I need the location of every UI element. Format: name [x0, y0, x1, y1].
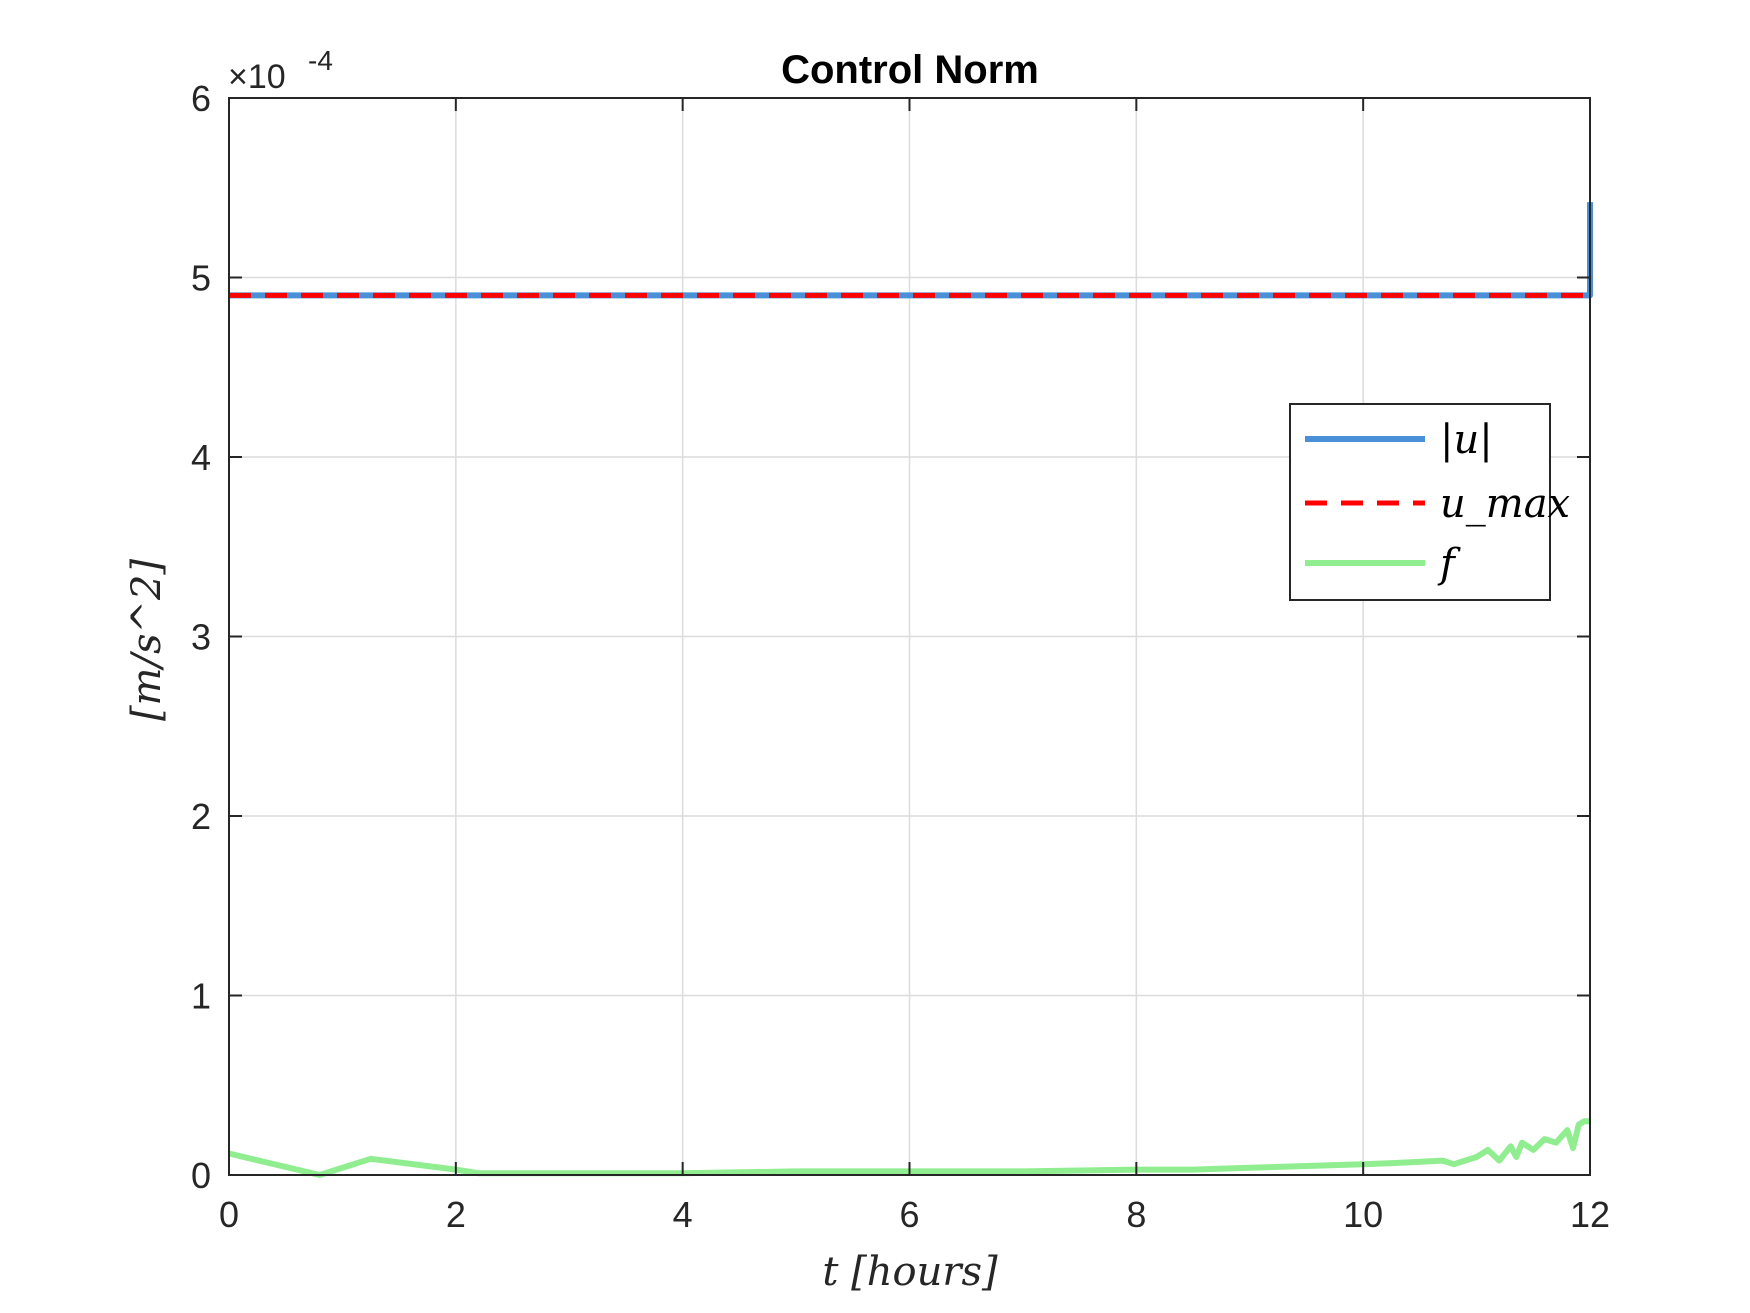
- y-tick-label: 2: [191, 796, 211, 837]
- x-tick-label: 2: [446, 1194, 466, 1235]
- legend-label-u: |u|: [1440, 417, 1493, 463]
- x-tick-label: 12: [1570, 1194, 1610, 1235]
- y-tick-label: 3: [191, 617, 211, 658]
- chart-title: Control Norm: [781, 48, 1039, 92]
- y-tick-label: 4: [191, 437, 211, 478]
- x-tick-label: 8: [1126, 1194, 1146, 1235]
- y-multiplier-exponent: -4: [308, 45, 333, 76]
- y-tick-label: 5: [191, 258, 211, 299]
- y-tick-label: 0: [191, 1155, 211, 1196]
- ticks: [228, 97, 1591, 1176]
- x-tick-label: 4: [673, 1194, 693, 1235]
- y-tick-label: 1: [191, 976, 211, 1017]
- y-tick-label: 6: [191, 78, 211, 119]
- y-axis-label: [m/s^2]: [124, 559, 170, 722]
- x-axis-label: t [hours]: [822, 1249, 998, 1295]
- legend-label-umax: u_max: [1440, 481, 1570, 527]
- grid: [228, 97, 1591, 1176]
- x-tick-label: 0: [219, 1194, 239, 1235]
- x-tick-label: 6: [899, 1194, 919, 1235]
- series-line-f: [228, 1118, 1590, 1178]
- x-tick-label: 10: [1343, 1194, 1383, 1235]
- legend: |u| u_max f: [1289, 403, 1570, 601]
- y-multiplier: ×10: [228, 58, 286, 96]
